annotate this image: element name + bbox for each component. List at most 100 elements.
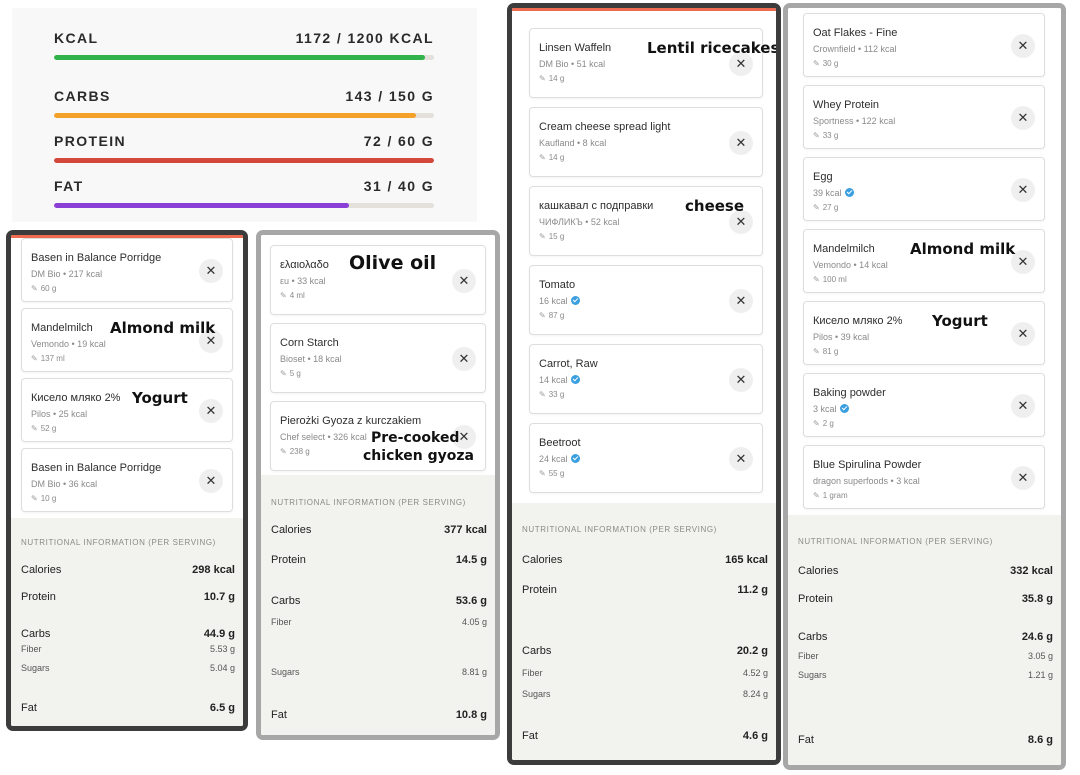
food-name: ελαιολαδο (280, 259, 329, 271)
food-item[interactable]: Pierożki Gyoza z kurczakiem Chef select •… (270, 401, 486, 471)
food-item[interactable]: Basen in Balance Porridge DM Bio • 217 kc… (21, 238, 233, 302)
close-icon: ✕ (1017, 470, 1029, 485)
remove-item-button[interactable]: ✕ (729, 447, 753, 471)
food-brand-kcal-text: DM Bio • 36 kcal (31, 479, 98, 489)
remove-item-button[interactable]: ✕ (452, 269, 476, 293)
food-item[interactable]: Basen in Balance Porridge DM Bio • 36 kca… (21, 448, 233, 512)
food-brand-kcal: Pilos • 25 kcal (31, 409, 87, 419)
meal-panel-3: Linsen Waffeln DM Bio • 51 kcal ✎ 14 g ✕ Lent… (507, 3, 781, 765)
remove-item-button[interactable]: ✕ (1011, 106, 1035, 130)
remove-item-button[interactable]: ✕ (1011, 466, 1035, 490)
nutrient-value: 11.2 g (737, 584, 768, 596)
food-item[interactable]: ελαιολαδο εu • 33 kcal ✎ 4 ml ✕ Olive oil (270, 245, 486, 315)
remove-item-button[interactable]: ✕ (1011, 250, 1035, 274)
pencil-icon: ✎ (31, 354, 38, 363)
close-icon: ✕ (1017, 254, 1029, 269)
food-item[interactable]: Beetroot 24 kcal ✎ 55 g ✕ (529, 423, 763, 493)
nutrition-row: Sugars 8.81 g (271, 667, 487, 677)
nutrient-label: Sugars (271, 667, 300, 677)
remove-item-button[interactable]: ✕ (452, 425, 476, 449)
pencil-icon: ✎ (31, 494, 38, 503)
food-brand-kcal-text: ЧИФЛИКЪ • 52 kcal (539, 217, 620, 227)
food-item[interactable]: Кисело мляко 2% Pilos • 25 kcal ✎ 52 g ✕ Yogu… (21, 378, 233, 442)
nutrient-value: 8.81 g (461, 667, 487, 677)
food-name: Carrot, Raw (539, 358, 598, 370)
remove-item-button[interactable]: ✕ (729, 289, 753, 313)
nutrition-row: Sugars 5.04 g (21, 663, 235, 673)
remove-item-button[interactable]: ✕ (729, 131, 753, 155)
nutrition-row: Fat 8.6 g (798, 734, 1053, 746)
food-serving: ✎ 10 g (31, 494, 56, 503)
food-item[interactable]: Linsen Waffeln DM Bio • 51 kcal ✎ 14 g ✕ Lent… (529, 28, 776, 98)
food-item[interactable]: Кисело мляко 2% Pilos • 39 kcal ✎ 81 g ✕ Yogu… (803, 301, 1045, 365)
nutrition-info: NUTRITIONAL INFORMATION (PER SERVING) Cal… (512, 503, 776, 760)
food-serving: ✎ 5 g (280, 369, 301, 378)
remove-item-button[interactable]: ✕ (452, 347, 476, 371)
food-item[interactable]: кашкавал с подправки ЧИФЛИКЪ • 52 kcal ✎ 15… (529, 186, 763, 256)
nutrient-value: 1.21 g (1027, 670, 1053, 680)
remove-item-button[interactable]: ✕ (199, 329, 223, 353)
nutrition-row: Sugars 1.21 g (798, 670, 1053, 680)
food-item[interactable]: Corn Starch Bioset • 18 kcal ✎ 5 g ✕ (270, 323, 486, 393)
food-brand-kcal: 14 kcal (539, 375, 580, 385)
remove-item-button[interactable]: ✕ (729, 210, 753, 234)
food-brand-kcal-text: DM Bio • 51 kcal (539, 59, 606, 69)
food-brand-kcal: DM Bio • 36 kcal (31, 479, 97, 489)
food-item[interactable]: Oat Flakes - Fine Crownfield • 112 kcal ✎ 3… (803, 13, 1045, 77)
nutrition-row: Fiber 4.52 g (522, 668, 768, 678)
panel-body: ελαιολαδο εu • 33 kcal ✎ 4 ml ✕ Olive oil Corn… (261, 235, 495, 735)
close-icon: ✕ (458, 273, 470, 288)
handwritten-annotation: Yogurt (132, 389, 188, 407)
remove-item-button[interactable]: ✕ (1011, 322, 1035, 346)
pencil-icon: ✎ (31, 284, 38, 293)
remove-item-button[interactable]: ✕ (1011, 394, 1035, 418)
food-item[interactable]: Carrot, Raw 14 kcal ✎ 33 g ✕ (529, 344, 763, 414)
macro-value: 143 / 150 G (345, 88, 434, 104)
remove-item-button[interactable]: ✕ (199, 399, 223, 423)
macro-fat: FAT 31 / 40 G (54, 178, 434, 208)
nutrient-value: 4.05 g (461, 617, 487, 627)
panel-body: Basen in Balance Porridge DM Bio • 217 kc… (11, 235, 243, 726)
remove-item-button[interactable]: ✕ (1011, 34, 1035, 58)
nutrition-row: Protein 35.8 g (798, 593, 1053, 605)
food-serving: ✎ 60 g (31, 284, 56, 293)
food-serving: ✎ 238 g (280, 447, 310, 456)
nutrient-label: Protein (21, 591, 56, 603)
remove-item-button[interactable]: ✕ (1011, 178, 1035, 202)
remove-item-button[interactable]: ✕ (199, 469, 223, 493)
handwritten-annotation: Olive oil (349, 252, 437, 274)
nutrient-label: Carbs (798, 631, 828, 643)
nutrition-row: Carbs 44.9 g (21, 628, 235, 640)
food-item[interactable]: Mandelmilch Vemondo • 19 kcal ✎ 137 ml ✕ Almo… (21, 308, 233, 372)
verified-check-icon (844, 188, 854, 197)
nutrient-label: Sugars (21, 663, 50, 673)
food-serving-text: 137 ml (40, 354, 65, 363)
food-item[interactable]: Tomato 16 kcal ✎ 87 g ✕ (529, 265, 763, 335)
nutrient-value: 35.8 g (1021, 593, 1053, 605)
macro-value: 31 / 40 G (363, 178, 434, 194)
food-item[interactable]: Baking powder 3 kcal ✎ 2 g ✕ (803, 373, 1045, 437)
food-item[interactable]: Cream cheese spread light Kaufland • 8 kc… (529, 107, 763, 177)
verified-check-icon (570, 375, 580, 384)
food-name: Baking powder (813, 387, 886, 399)
nutrient-label: Fat (522, 730, 538, 742)
food-item[interactable]: Egg 39 kcal ✎ 27 g ✕ (803, 157, 1045, 221)
remove-item-button[interactable]: ✕ (729, 368, 753, 392)
remove-item-button[interactable]: ✕ (199, 259, 223, 283)
handwritten-annotation: cheese (685, 197, 745, 215)
nutrient-value: 377 kcal (444, 524, 487, 536)
food-name: Кисело мляко 2% (31, 392, 121, 404)
food-item[interactable]: Mandelmilch Vemondo • 14 kcal ✎ 100 ml ✕ Almo… (803, 229, 1045, 293)
food-item[interactable]: Whey Protein Sportness • 122 kcal ✎ 33 g ✕ (803, 85, 1045, 149)
food-serving-text: 14 g (548, 153, 565, 162)
food-name: Mandelmilch (31, 322, 93, 334)
close-icon: ✕ (735, 372, 747, 387)
food-item[interactable]: Blue Spirulina Powder dragon superfoods •… (803, 445, 1045, 509)
food-serving-text: 2 g (822, 419, 834, 428)
nutrient-value: 5.04 g (209, 663, 235, 673)
pencil-icon: ✎ (813, 203, 820, 212)
macro-progress-bar (54, 203, 434, 208)
nutrition-row: Fat 4.6 g (522, 730, 768, 742)
remove-item-button[interactable]: ✕ (729, 52, 753, 76)
pencil-icon: ✎ (539, 390, 546, 399)
